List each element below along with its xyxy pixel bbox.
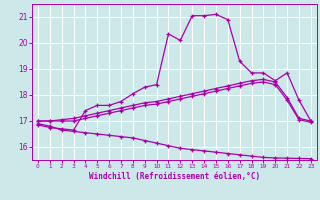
X-axis label: Windchill (Refroidissement éolien,°C): Windchill (Refroidissement éolien,°C) [89, 172, 260, 181]
